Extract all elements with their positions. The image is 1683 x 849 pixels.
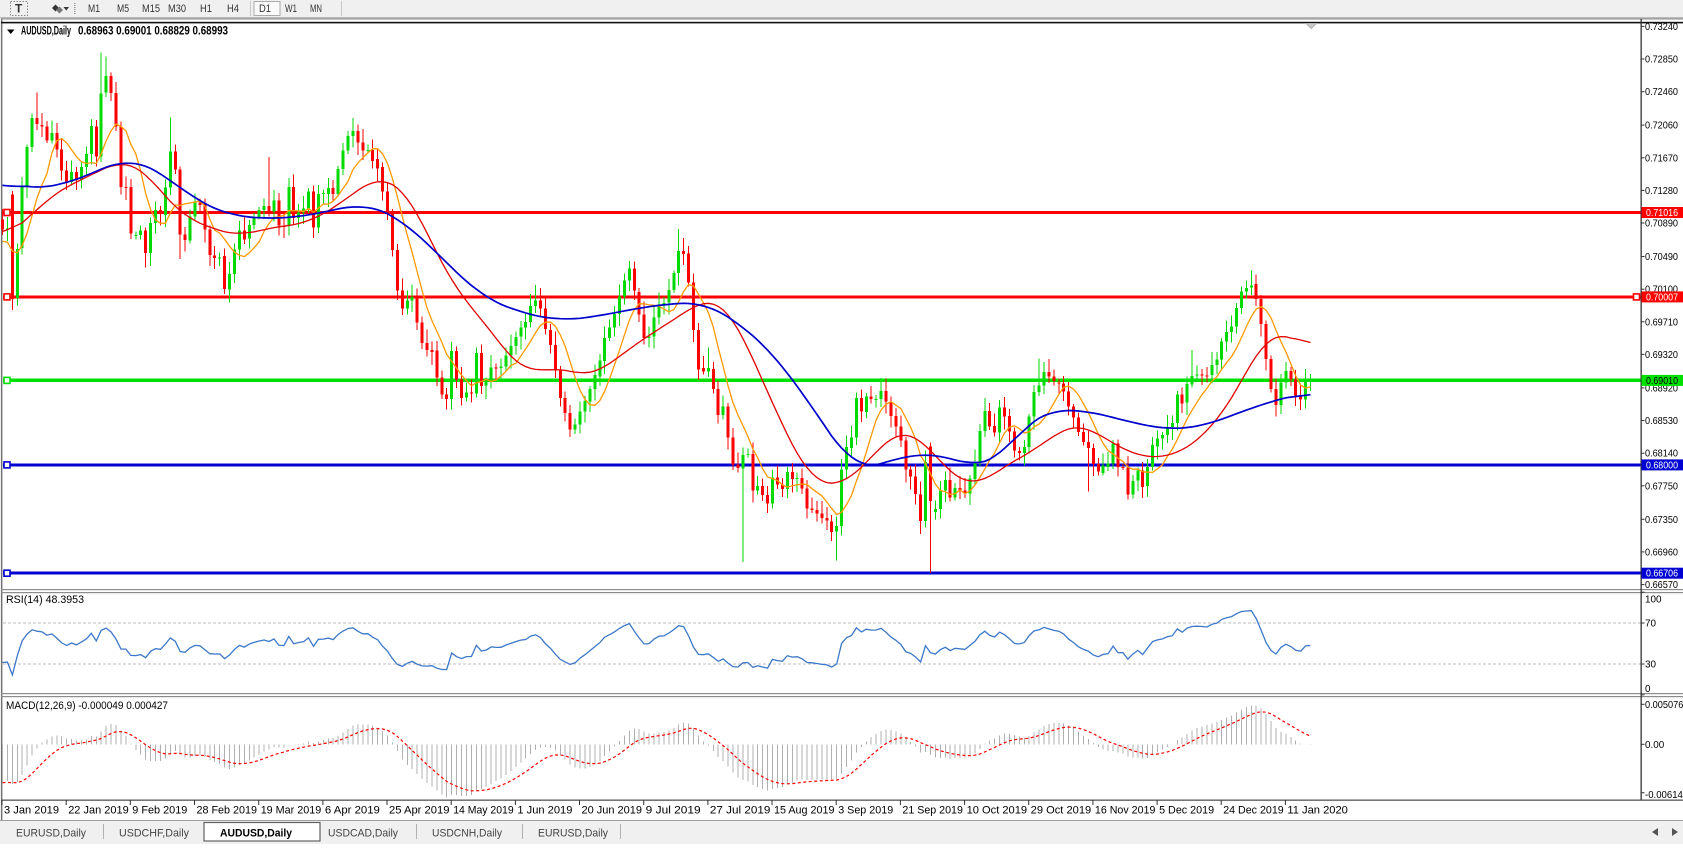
svg-text:USDCNH,Daily: USDCNH,Daily xyxy=(432,828,502,840)
svg-text:0.70490: 0.70490 xyxy=(1645,251,1678,263)
svg-text:-0.006148: -0.006148 xyxy=(1645,789,1683,801)
svg-text:MACD(12,26,9) -0.000049 0.0004: MACD(12,26,9) -0.000049 0.000427 xyxy=(6,700,168,712)
svg-text:USDCAD,Daily: USDCAD,Daily xyxy=(328,828,398,840)
svg-text:M30: M30 xyxy=(168,3,186,15)
svg-text:0.71016: 0.71016 xyxy=(1646,207,1678,219)
svg-text:EURUSD,Daily: EURUSD,Daily xyxy=(16,828,86,840)
svg-text:0.00: 0.00 xyxy=(1645,739,1664,751)
svg-text:0.72060: 0.72060 xyxy=(1645,120,1678,132)
svg-text:0.68000: 0.68000 xyxy=(1646,459,1678,471)
svg-text:0.68140: 0.68140 xyxy=(1645,448,1678,460)
svg-text:70: 70 xyxy=(1645,618,1656,630)
svg-text:0: 0 xyxy=(1645,683,1651,695)
svg-text:M15: M15 xyxy=(142,3,160,15)
svg-text:28 Feb 2019: 28 Feb 2019 xyxy=(197,805,258,817)
svg-text:27 Jul 2019: 27 Jul 2019 xyxy=(710,805,771,817)
svg-text:0.69010: 0.69010 xyxy=(1646,375,1678,387)
svg-text:5 Dec 2019: 5 Dec 2019 xyxy=(1159,805,1214,817)
svg-text:0.67350: 0.67350 xyxy=(1645,514,1678,526)
svg-text:H4: H4 xyxy=(227,3,239,15)
svg-text:11 Jan 2020: 11 Jan 2020 xyxy=(1287,805,1348,817)
svg-text:0.005076: 0.005076 xyxy=(1645,699,1683,711)
svg-text:0.66570: 0.66570 xyxy=(1645,579,1678,591)
svg-text:MN: MN xyxy=(310,3,322,15)
svg-text:16 Nov 2019: 16 Nov 2019 xyxy=(1095,805,1156,817)
svg-text:M5: M5 xyxy=(117,3,129,15)
svg-text:10 Oct 2019: 10 Oct 2019 xyxy=(967,805,1028,817)
svg-text:0.67750: 0.67750 xyxy=(1645,480,1678,492)
svg-text:19 Mar 2019: 19 Mar 2019 xyxy=(261,805,322,817)
svg-text:0.69320: 0.69320 xyxy=(1645,349,1678,361)
svg-text:29 Oct 2019: 29 Oct 2019 xyxy=(1031,805,1092,817)
svg-text:0.73240: 0.73240 xyxy=(1645,21,1678,33)
svg-text:30: 30 xyxy=(1645,659,1656,671)
svg-text:T: T xyxy=(15,2,23,16)
svg-text:0.72850: 0.72850 xyxy=(1645,54,1678,66)
svg-text:M1: M1 xyxy=(88,3,100,15)
svg-text:20 Jun 2019: 20 Jun 2019 xyxy=(582,805,643,817)
svg-text:0.68963 0.69001 0.68829 0.6899: 0.68963 0.69001 0.68829 0.68993 xyxy=(78,26,228,38)
svg-text:0.66706: 0.66706 xyxy=(1646,568,1678,580)
svg-text:6 Apr 2019: 6 Apr 2019 xyxy=(325,805,380,817)
svg-text:0.71670: 0.71670 xyxy=(1645,152,1678,164)
svg-text:21 Sep 2019: 21 Sep 2019 xyxy=(902,805,963,817)
svg-text:RSI(14) 48.3953: RSI(14) 48.3953 xyxy=(6,594,84,606)
svg-text:14 May 2019: 14 May 2019 xyxy=(453,805,514,817)
svg-text:1 Jun 2019: 1 Jun 2019 xyxy=(517,805,572,817)
svg-text:24 Dec 2019: 24 Dec 2019 xyxy=(1223,805,1284,817)
svg-text:3 Sep 2019: 3 Sep 2019 xyxy=(838,805,893,817)
svg-text:AUDUSD,Daily: AUDUSD,Daily xyxy=(21,26,71,38)
svg-text:100: 100 xyxy=(1645,594,1662,606)
svg-text:22 Jan 2019: 22 Jan 2019 xyxy=(68,805,129,817)
svg-text:0.70007: 0.70007 xyxy=(1646,291,1678,303)
svg-text:USDCHF,Daily: USDCHF,Daily xyxy=(119,828,189,840)
svg-text:9 Feb 2019: 9 Feb 2019 xyxy=(132,805,187,817)
svg-text:0.71280: 0.71280 xyxy=(1645,185,1678,197)
svg-text:3 Jan 2019: 3 Jan 2019 xyxy=(4,805,59,817)
svg-text:0.70890: 0.70890 xyxy=(1645,218,1678,230)
svg-text:D1: D1 xyxy=(259,3,271,15)
svg-text:0.68530: 0.68530 xyxy=(1645,415,1678,427)
svg-text:H1: H1 xyxy=(200,3,212,15)
svg-text:15 Aug 2019: 15 Aug 2019 xyxy=(774,805,835,817)
svg-text:W1: W1 xyxy=(285,3,297,15)
svg-text:AUDUSD,Daily: AUDUSD,Daily xyxy=(220,828,293,840)
svg-text:9 Jul 2019: 9 Jul 2019 xyxy=(646,805,701,817)
svg-text:0.69710: 0.69710 xyxy=(1645,316,1678,328)
svg-text:25 Apr 2019: 25 Apr 2019 xyxy=(389,805,450,817)
svg-text:0.66960: 0.66960 xyxy=(1645,546,1678,558)
svg-text:EURUSD,Daily: EURUSD,Daily xyxy=(538,828,608,840)
svg-text:0.72460: 0.72460 xyxy=(1645,86,1678,98)
